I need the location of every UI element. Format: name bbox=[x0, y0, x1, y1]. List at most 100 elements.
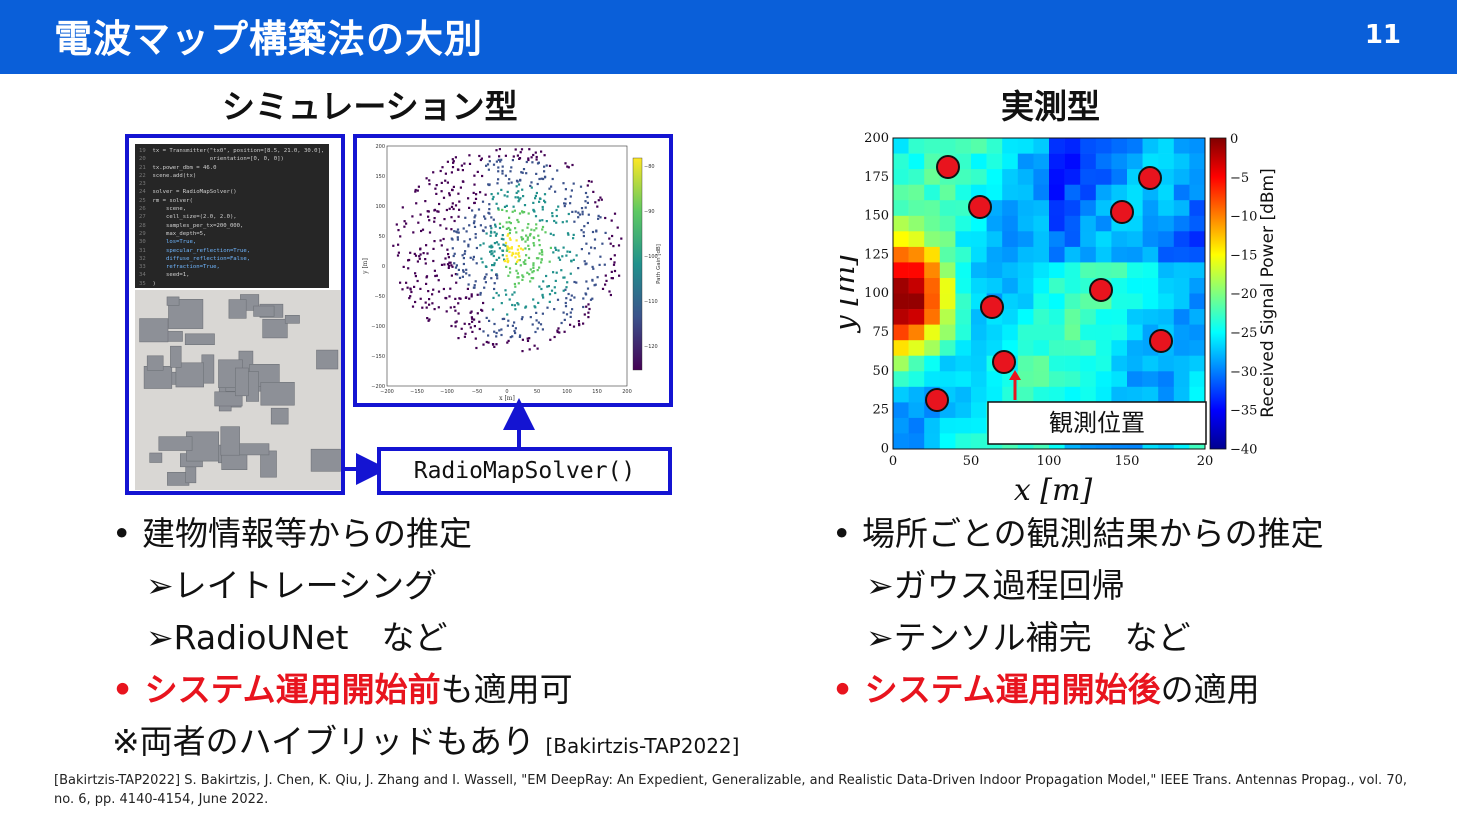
heatmap-cell bbox=[971, 138, 987, 154]
heatmap-cell bbox=[1189, 293, 1206, 310]
sim-map-cell bbox=[490, 227, 493, 230]
observation-point bbox=[992, 350, 1016, 374]
heatmap-cell bbox=[1080, 231, 1097, 248]
sim-map-cell bbox=[416, 189, 419, 192]
heatmap-cell bbox=[939, 371, 956, 388]
sim-map-cell bbox=[506, 341, 509, 344]
sim-map-cell bbox=[415, 202, 418, 205]
sim-map-cell bbox=[562, 276, 565, 279]
sim-map-cell bbox=[497, 208, 500, 211]
sim-map-cell bbox=[440, 244, 443, 247]
heatmap-cell bbox=[1189, 371, 1206, 388]
sim-map-cell bbox=[439, 239, 442, 242]
sim-map-cell bbox=[553, 286, 556, 289]
heatmap-cell bbox=[1017, 355, 1034, 372]
heatmap-cell bbox=[1064, 184, 1081, 201]
heatmap-cell bbox=[1033, 153, 1050, 170]
sim-map-cell bbox=[460, 327, 463, 330]
heatmap-cell bbox=[908, 278, 925, 294]
sim-map-cell bbox=[469, 256, 472, 259]
sim-map-cell bbox=[532, 266, 535, 269]
sim-map-cell bbox=[473, 284, 476, 287]
sim-map-cell bbox=[585, 242, 588, 245]
sim-map-cell bbox=[428, 219, 431, 222]
sim-map-cell bbox=[541, 208, 544, 211]
heatmap-cell bbox=[1095, 340, 1112, 357]
sim-map-cell bbox=[567, 166, 570, 169]
sim-map-cell bbox=[493, 262, 496, 265]
sim-map-cell bbox=[548, 187, 551, 190]
heatmap-cell bbox=[1127, 355, 1143, 372]
sim-map-cell bbox=[517, 220, 520, 224]
sim-map-cell bbox=[564, 301, 567, 305]
sim-map-cell bbox=[397, 251, 400, 254]
sim-map-cell bbox=[450, 274, 453, 277]
sim-map-cell bbox=[426, 252, 429, 255]
heatmap-cell bbox=[908, 246, 925, 263]
sim-map-cell bbox=[462, 269, 465, 272]
sim-map-cell bbox=[571, 210, 574, 213]
sim-map-cell bbox=[552, 233, 555, 237]
sim-map-cell bbox=[451, 166, 455, 169]
sim-map-cell bbox=[474, 197, 478, 200]
sim-map-cell bbox=[597, 217, 600, 220]
sim-map-cell bbox=[541, 253, 544, 256]
heatmap-cell bbox=[955, 184, 972, 201]
sim-map-cell bbox=[411, 215, 414, 218]
heatmap-cell bbox=[1189, 200, 1206, 217]
heatmap-cell bbox=[1080, 355, 1097, 372]
heatmap-cell bbox=[1189, 386, 1206, 403]
heatmap-cell bbox=[1033, 262, 1050, 279]
heatmap-cell bbox=[1064, 386, 1081, 403]
sim-map-cell bbox=[401, 288, 404, 291]
sim-map-cell bbox=[620, 237, 623, 240]
sim-map-cell bbox=[442, 237, 445, 241]
heatmap-cell bbox=[971, 340, 987, 357]
heatmap-cell bbox=[955, 402, 972, 419]
heatmap-cell bbox=[924, 433, 941, 450]
heatmap-cell bbox=[924, 371, 941, 388]
heatmap-cell bbox=[939, 262, 956, 279]
sim-map-cell bbox=[505, 221, 508, 224]
measured-y-tick: 100 bbox=[864, 286, 889, 301]
sim-map-cell bbox=[434, 274, 437, 278]
sim-map-cell bbox=[550, 289, 554, 292]
sim-map-cell bbox=[425, 275, 429, 278]
sim-map-cell bbox=[569, 272, 572, 275]
sim-map-cell bbox=[445, 310, 448, 313]
sim-map-cell bbox=[476, 312, 479, 315]
sim-map-cell bbox=[437, 210, 440, 213]
sim-map-cell bbox=[419, 297, 422, 300]
sim-map-cell bbox=[475, 193, 478, 196]
heatmap-cell bbox=[939, 231, 956, 248]
sim-map-cell bbox=[508, 247, 511, 250]
sim-map-cell bbox=[507, 182, 510, 185]
heatmap-cell bbox=[893, 278, 909, 294]
sim-map-cell bbox=[475, 246, 478, 250]
heatmap-cell bbox=[1158, 293, 1175, 310]
sim-map-cell bbox=[519, 151, 522, 154]
sim-map-cell bbox=[580, 207, 584, 210]
sim-map-cell bbox=[487, 168, 490, 171]
heatmap-cell bbox=[1189, 231, 1206, 248]
heatmap-cell bbox=[1002, 231, 1019, 248]
heatmap-cell bbox=[908, 215, 925, 232]
sim-map-cell bbox=[542, 296, 545, 299]
sim-map-cell bbox=[503, 205, 507, 208]
sim-map-cell bbox=[487, 341, 490, 344]
sim-map-cell bbox=[473, 286, 476, 289]
sim-map-cell bbox=[538, 244, 541, 247]
sim-map-cell bbox=[419, 287, 422, 290]
heatmap-cell bbox=[1142, 246, 1159, 263]
heatmap-cell bbox=[955, 278, 972, 294]
sim-map-cell bbox=[445, 208, 448, 212]
heatmap-cell bbox=[986, 324, 1003, 341]
heatmap-cell bbox=[1064, 278, 1081, 294]
sim-map-cell bbox=[440, 190, 443, 193]
heatmap-cell bbox=[1111, 293, 1128, 310]
heatmap-cell bbox=[971, 402, 987, 419]
sim-map-cell bbox=[488, 155, 491, 158]
sim-map-cell bbox=[417, 221, 420, 224]
sim-map-cell bbox=[505, 227, 508, 230]
sim-map-cell bbox=[537, 321, 540, 324]
